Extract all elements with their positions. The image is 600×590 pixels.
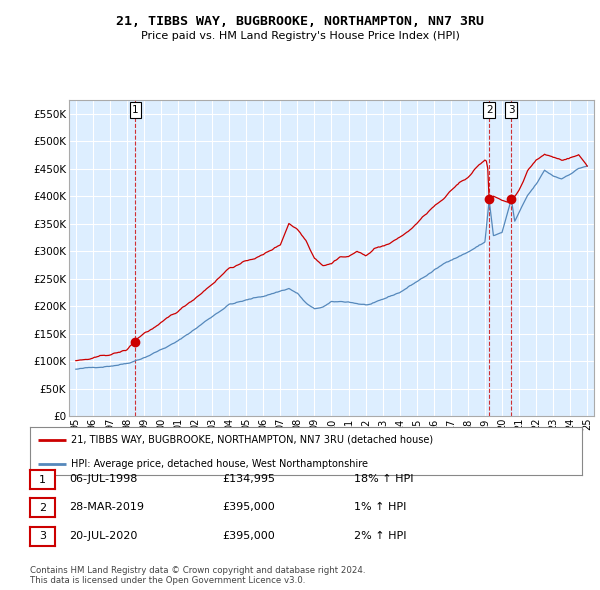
Text: £395,000: £395,000 <box>222 531 275 540</box>
Text: 3: 3 <box>508 105 515 115</box>
Text: £395,000: £395,000 <box>222 503 275 512</box>
Text: 21, TIBBS WAY, BUGBROOKE, NORTHAMPTON, NN7 3RU: 21, TIBBS WAY, BUGBROOKE, NORTHAMPTON, N… <box>116 15 484 28</box>
Text: 1% ↑ HPI: 1% ↑ HPI <box>354 503 406 512</box>
Text: 18% ↑ HPI: 18% ↑ HPI <box>354 474 413 484</box>
Text: 28-MAR-2019: 28-MAR-2019 <box>69 503 144 512</box>
Text: 3: 3 <box>39 531 46 541</box>
Text: 21, TIBBS WAY, BUGBROOKE, NORTHAMPTON, NN7 3RU (detached house): 21, TIBBS WAY, BUGBROOKE, NORTHAMPTON, N… <box>71 435 434 445</box>
Text: HPI: Average price, detached house, West Northamptonshire: HPI: Average price, detached house, West… <box>71 459 368 469</box>
Text: £134,995: £134,995 <box>222 474 275 484</box>
Text: 06-JUL-1998: 06-JUL-1998 <box>69 474 137 484</box>
Text: 20-JUL-2020: 20-JUL-2020 <box>69 531 137 540</box>
Text: Price paid vs. HM Land Registry's House Price Index (HPI): Price paid vs. HM Land Registry's House … <box>140 31 460 41</box>
Text: Contains HM Land Registry data © Crown copyright and database right 2024.
This d: Contains HM Land Registry data © Crown c… <box>30 566 365 585</box>
Text: 2: 2 <box>39 503 46 513</box>
Text: 2% ↑ HPI: 2% ↑ HPI <box>354 531 407 540</box>
Text: 1: 1 <box>39 474 46 484</box>
Text: 1: 1 <box>132 105 139 115</box>
Text: 2: 2 <box>486 105 493 115</box>
